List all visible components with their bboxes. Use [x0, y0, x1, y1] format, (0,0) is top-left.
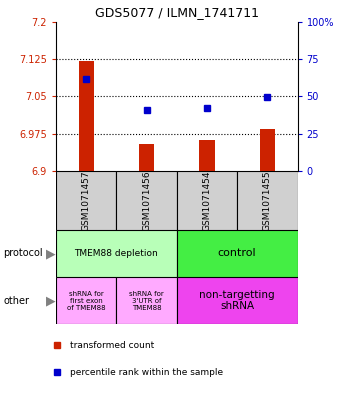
Text: control: control — [218, 248, 256, 259]
Text: shRNA for
3'UTR of
TMEM88: shRNA for 3'UTR of TMEM88 — [129, 291, 164, 310]
Bar — [200, 140, 215, 171]
Text: shRNA for
first exon
of TMEM88: shRNA for first exon of TMEM88 — [67, 291, 106, 310]
Bar — [237, 171, 298, 230]
Bar — [177, 171, 237, 230]
Text: other: other — [3, 296, 29, 306]
Text: protocol: protocol — [3, 248, 43, 259]
Bar — [139, 143, 154, 171]
Bar — [116, 171, 177, 230]
Text: ▶: ▶ — [46, 247, 55, 260]
Text: percentile rank within the sample: percentile rank within the sample — [70, 367, 223, 376]
Title: GDS5077 / ILMN_1741711: GDS5077 / ILMN_1741711 — [95, 6, 259, 19]
Bar — [56, 171, 116, 230]
Bar — [260, 129, 275, 171]
Bar — [56, 230, 177, 277]
Bar — [177, 230, 298, 277]
Bar — [56, 277, 116, 324]
Text: TMEM88 depletion: TMEM88 depletion — [74, 249, 158, 258]
Bar — [79, 61, 94, 171]
Text: non-targetting
shRNA: non-targetting shRNA — [199, 290, 275, 311]
Text: transformed count: transformed count — [70, 341, 154, 350]
Text: GSM1071454: GSM1071454 — [203, 170, 211, 231]
Text: GSM1071456: GSM1071456 — [142, 170, 151, 231]
Text: GSM1071457: GSM1071457 — [82, 170, 91, 231]
Bar — [177, 277, 298, 324]
Bar — [116, 277, 177, 324]
Text: GSM1071455: GSM1071455 — [263, 170, 272, 231]
Text: ▶: ▶ — [46, 294, 55, 307]
